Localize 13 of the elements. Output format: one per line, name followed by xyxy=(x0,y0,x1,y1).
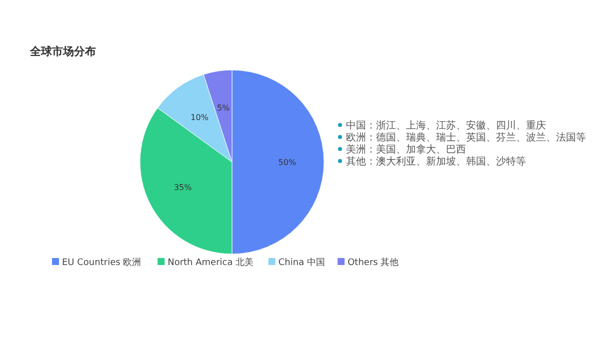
text: 美洲：美国、加拿大、巴西 xyxy=(346,144,466,156)
data-label: 50% xyxy=(278,158,296,167)
text: 欧洲：德国、瑞典、瑞士、英国、芬兰、波兰、法国等 xyxy=(346,132,586,144)
text: 中国：浙江、上海、江苏、安徽、四川、重庆 xyxy=(346,120,546,132)
text: 其他：澳大利亚、新加坡、韩国、沙特等 xyxy=(346,156,526,168)
chart-title: 全球市场分布 xyxy=(29,45,96,58)
legend-label: North America 北美 xyxy=(168,257,254,268)
data-label: 10% xyxy=(190,113,209,122)
legend-label: Others 其他 xyxy=(348,257,399,268)
data-label: 5% xyxy=(217,103,230,112)
data-label: 35% xyxy=(174,182,192,192)
legend-label: China 中国 xyxy=(278,257,325,268)
legend-label: EU Countries 欧洲 xyxy=(62,257,142,268)
